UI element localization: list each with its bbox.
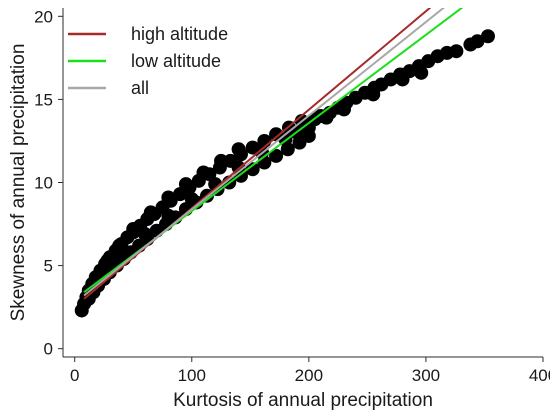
scatter-point — [231, 142, 246, 157]
x-tick-label: 400 — [529, 366, 550, 385]
scatter-point — [100, 253, 115, 268]
scatter-point — [137, 227, 152, 242]
scatter-point — [480, 29, 495, 44]
scatter-point — [470, 34, 485, 49]
scatter-point — [114, 248, 129, 263]
scatter-point — [161, 190, 176, 205]
y-tick-label: 10 — [34, 174, 53, 193]
scatter-point — [395, 72, 410, 87]
x-tick-label: 100 — [178, 366, 206, 385]
x-tick-label: 200 — [295, 366, 323, 385]
scatter-point — [366, 87, 381, 102]
scatter-point — [184, 192, 199, 207]
y-axis-ticks: 0 5 10 15 20 — [34, 7, 63, 359]
scatter-point — [143, 205, 158, 220]
legend-label: high altitude — [131, 24, 228, 44]
x-tick-label: 300 — [412, 366, 440, 385]
fit-lines — [83, 8, 464, 300]
scatter-point — [319, 110, 334, 125]
y-tick-label: 20 — [34, 7, 53, 26]
scatter-point — [414, 65, 429, 80]
scatter-point — [178, 177, 193, 192]
x-axis-label: Kurtosis of annual precipitation — [173, 390, 433, 411]
x-axis-ticks: 0 100 200 300 400 — [70, 357, 550, 385]
y-tick-label: 15 — [34, 90, 53, 109]
legend-label: low altitude — [131, 51, 221, 71]
scatter-point — [214, 153, 229, 168]
scatter-point — [245, 162, 260, 177]
y-tick-label: 5 — [44, 257, 53, 276]
scatter-point — [196, 165, 211, 180]
scatter-points — [74, 29, 495, 318]
scatter-point — [336, 102, 351, 117]
scatter-point — [126, 222, 141, 237]
y-tick-label: 0 — [44, 340, 53, 359]
y-axis-label: Skewness of annual precipitation — [8, 44, 29, 322]
legend-label: all — [131, 78, 149, 98]
fit-line-all — [83, 8, 445, 297]
scatter-point — [449, 44, 464, 59]
scatter-point — [269, 148, 284, 163]
legend: high altitude low altitude all — [68, 24, 228, 98]
x-tick-label: 0 — [70, 366, 79, 385]
scatter-point — [161, 208, 176, 223]
